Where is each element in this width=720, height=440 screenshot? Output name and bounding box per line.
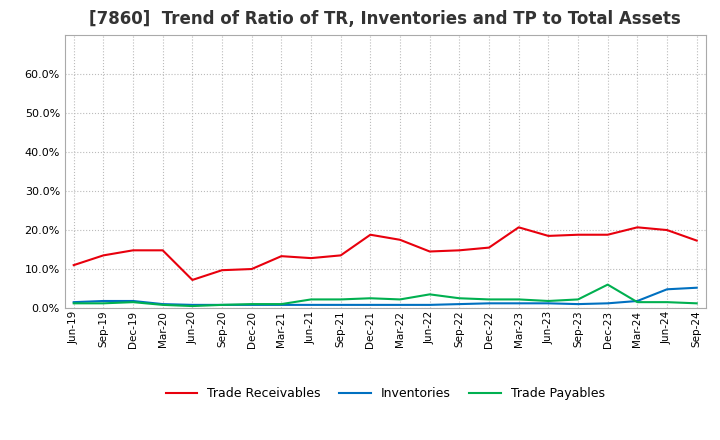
Trade Receivables [633,225,642,230]
Inventories [485,301,493,306]
Trade Receivables [574,232,582,237]
Trade Payables [248,301,256,307]
Line: Inventories: Inventories [73,288,697,305]
Trade Payables [277,301,286,307]
Trade Receivables [277,253,286,259]
Trade Receivables [693,238,701,243]
Trade Payables [188,304,197,309]
Inventories [158,301,167,307]
Trade Payables [396,297,405,302]
Trade Receivables [485,245,493,250]
Inventories [217,302,226,308]
Inventories [662,286,671,292]
Inventories [69,300,78,305]
Line: Trade Payables: Trade Payables [73,285,697,306]
Trade Receivables [662,227,671,233]
Inventories [99,298,108,304]
Inventories [455,301,464,307]
Trade Payables [307,297,315,302]
Trade Receivables [366,232,374,237]
Inventories [544,301,553,306]
Line: Trade Receivables: Trade Receivables [73,227,697,280]
Trade Receivables [129,248,138,253]
Inventories [396,302,405,308]
Trade Payables [158,302,167,308]
Trade Receivables [307,256,315,261]
Inventories [603,301,612,306]
Trade Payables [129,300,138,305]
Trade Receivables [217,268,226,273]
Trade Receivables [426,249,434,254]
Trade Receivables [248,266,256,271]
Trade Payables [426,292,434,297]
Trade Receivables [603,232,612,237]
Trade Receivables [455,248,464,253]
Inventories [277,302,286,308]
Trade Payables [336,297,345,302]
Inventories [129,298,138,304]
Trade Receivables [69,263,78,268]
Inventories [188,302,197,308]
Trade Payables [366,296,374,301]
Trade Payables [69,301,78,306]
Inventories [693,285,701,290]
Trade Payables [485,297,493,302]
Trade Payables [99,301,108,306]
Trade Payables [574,297,582,302]
Trade Payables [603,282,612,287]
Trade Payables [544,298,553,304]
Inventories [366,302,374,308]
Inventories [633,298,642,304]
Inventories [514,301,523,306]
Trade Payables [633,300,642,305]
Inventories [426,302,434,308]
Inventories [248,302,256,308]
Inventories [574,301,582,307]
Trade Receivables [158,248,167,253]
Trade Receivables [396,237,405,242]
Inventories [336,302,345,308]
Trade Payables [514,297,523,302]
Trade Payables [693,301,701,306]
Legend: Trade Receivables, Inventories, Trade Payables: Trade Receivables, Inventories, Trade Pa… [161,382,610,405]
Trade Receivables [188,277,197,282]
Trade Receivables [99,253,108,258]
Inventories [307,302,315,308]
Trade Receivables [544,233,553,238]
Trade Payables [217,302,226,308]
Title: [7860]  Trend of Ratio of TR, Inventories and TP to Total Assets: [7860] Trend of Ratio of TR, Inventories… [89,10,681,28]
Trade Payables [662,300,671,305]
Trade Payables [455,296,464,301]
Trade Receivables [336,253,345,258]
Trade Receivables [514,225,523,230]
